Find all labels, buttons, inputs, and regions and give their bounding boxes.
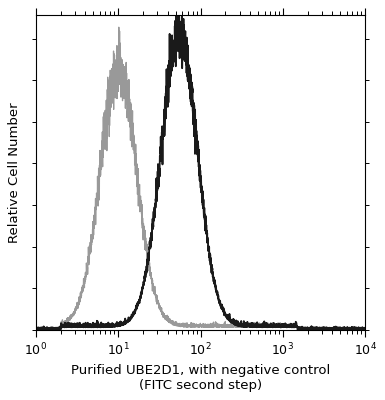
X-axis label: Purified UBE2D1, with negative control
(FITC second step): Purified UBE2D1, with negative control (… <box>71 364 330 392</box>
Y-axis label: Relative Cell Number: Relative Cell Number <box>8 102 21 243</box>
